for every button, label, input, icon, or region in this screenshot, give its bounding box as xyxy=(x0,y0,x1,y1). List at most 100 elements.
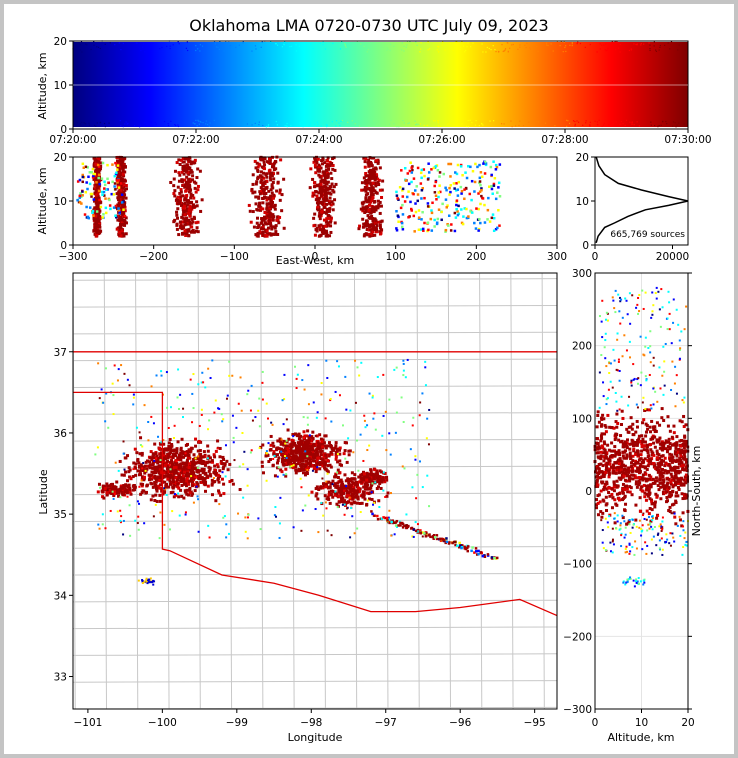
plan-source-dot xyxy=(222,457,226,461)
ew-source-dot xyxy=(483,221,487,224)
plan-source-dot xyxy=(203,477,207,481)
hist-x-ticks: 0 20000 xyxy=(592,245,689,263)
plan-source-dot xyxy=(205,461,209,465)
ew-source-dot xyxy=(374,159,378,163)
ew-source-dot xyxy=(122,174,126,178)
ew-source-dot xyxy=(275,218,279,222)
plan-source-dot xyxy=(104,420,107,423)
plan-source-dot xyxy=(155,467,159,471)
plan-source-dot xyxy=(294,468,298,472)
ew-source-dot xyxy=(99,229,103,233)
plan-source-dot xyxy=(109,485,113,489)
ew-source-dot xyxy=(362,176,366,180)
ew-source-dot xyxy=(265,175,269,179)
plan-source-dot xyxy=(418,414,421,417)
ew-source-dot xyxy=(377,178,381,182)
plan-source-dot xyxy=(192,501,195,504)
plan-source-dot xyxy=(344,501,348,505)
time-height-source-dot xyxy=(452,49,454,51)
ew-source-dot xyxy=(121,213,125,217)
ew-source-dot xyxy=(497,208,500,212)
plan-source-dot xyxy=(214,468,218,472)
ew-source-dot xyxy=(181,226,185,230)
plan-source-dot xyxy=(416,473,419,476)
ew-source-dot xyxy=(264,173,268,177)
plan-source-dot xyxy=(221,467,225,471)
time-height-source-dot xyxy=(610,123,612,125)
ew-source-dot xyxy=(496,226,499,230)
plan-source-dot xyxy=(150,415,153,418)
time-height-source-dot xyxy=(624,124,626,127)
plan-source-dot xyxy=(261,398,264,401)
ew-source-dot xyxy=(95,210,99,213)
plan-source-dot xyxy=(351,493,355,497)
plan-source-dot xyxy=(284,444,288,448)
plan-source-dot xyxy=(167,466,171,470)
ew-source-dot xyxy=(492,229,496,233)
time-height-source-dot xyxy=(420,42,422,44)
plan-source-dot xyxy=(160,370,163,373)
plan-source-dot xyxy=(275,446,279,450)
ew-source-dot xyxy=(97,165,101,168)
plan-source-dot xyxy=(336,447,340,451)
time-height-source-dot xyxy=(649,49,651,51)
time-height-source-dot xyxy=(192,122,194,124)
ew-source-dot xyxy=(114,206,118,209)
ew-source-dot xyxy=(435,198,438,201)
plan-source-dot xyxy=(342,484,346,488)
plan-source-dot xyxy=(372,503,375,506)
plan-source-dot xyxy=(403,467,406,470)
ew-source-dot xyxy=(456,210,459,213)
plan-source-dot xyxy=(223,463,227,467)
plan-source-dot xyxy=(334,490,337,493)
time-height-source-dot xyxy=(423,124,425,127)
plan-source-dot xyxy=(216,447,219,450)
ew-source-dot xyxy=(411,168,414,172)
ew-source-dot xyxy=(121,157,125,161)
ew-source-dot xyxy=(196,230,200,234)
plan-source-dot xyxy=(174,476,178,480)
time-height-source-dot xyxy=(474,124,477,126)
plan-source-dot xyxy=(147,464,151,468)
plan-source-dot xyxy=(241,431,244,434)
plan-source-dot xyxy=(141,467,144,470)
time-y-tick-label: 20 xyxy=(54,36,67,48)
plan-source-dot xyxy=(131,475,135,479)
time-height-source-dot xyxy=(456,41,458,43)
ew-source-dot xyxy=(189,201,193,205)
plan-source-dot xyxy=(365,471,369,475)
time-height-source-dot xyxy=(442,41,444,43)
plan-source-dot xyxy=(368,444,371,447)
plan-source-dot xyxy=(207,367,210,370)
ew-source-dot xyxy=(464,187,468,190)
ew-source-dot xyxy=(251,173,255,177)
plan-source-dot xyxy=(305,472,309,476)
time-height-source-dot xyxy=(660,124,662,126)
ew-source-dot xyxy=(478,180,482,183)
ew-source-dot xyxy=(319,193,323,197)
ew-source-dot xyxy=(364,157,368,161)
plan-source-dot xyxy=(152,515,155,518)
ew-source-dot xyxy=(462,215,465,218)
ew-source-dot xyxy=(361,217,365,221)
ew-source-dot xyxy=(367,225,371,229)
plan-source-dot xyxy=(104,527,107,530)
plan-source-dot xyxy=(353,532,356,535)
plan-source-dot xyxy=(216,465,220,469)
plan-source-dot xyxy=(336,471,339,474)
ew-source-dot xyxy=(379,220,383,224)
time-height-source-dot xyxy=(438,51,440,53)
ew-source-dot xyxy=(267,197,271,201)
plan-source-dot xyxy=(315,450,319,454)
plan-source-dot xyxy=(128,504,131,507)
ew-source-dot xyxy=(363,160,367,164)
ew-source-dot xyxy=(185,207,189,211)
county-line xyxy=(73,492,557,496)
plan-source-dot xyxy=(305,434,309,438)
ew-source-dot xyxy=(118,230,122,234)
plan-source-dot xyxy=(115,480,119,484)
ew-source-dot xyxy=(459,185,463,189)
plan-source-dot xyxy=(179,458,183,462)
ew-source-dot xyxy=(268,161,272,165)
ew-source-dot xyxy=(330,177,334,181)
